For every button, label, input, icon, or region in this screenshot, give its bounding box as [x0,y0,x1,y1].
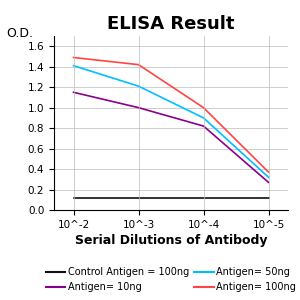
Text: Serial Dilutions of Antibody: Serial Dilutions of Antibody [75,234,267,247]
Legend: Control Antigen = 100ng, Antigen= 10ng, Antigen= 50ng, Antigen= 100ng: Control Antigen = 100ng, Antigen= 10ng, … [46,267,296,292]
Title: ELISA Result: ELISA Result [107,15,235,33]
Text: O.D.: O.D. [6,27,33,40]
